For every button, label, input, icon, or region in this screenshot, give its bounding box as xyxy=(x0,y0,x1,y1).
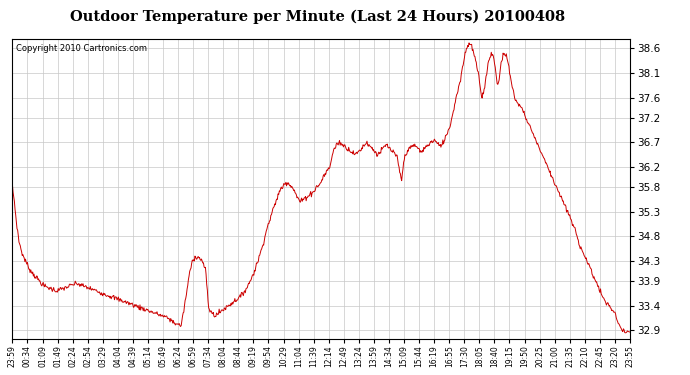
Text: Outdoor Temperature per Minute (Last 24 Hours) 20100408: Outdoor Temperature per Minute (Last 24 … xyxy=(70,9,565,24)
Text: Copyright 2010 Cartronics.com: Copyright 2010 Cartronics.com xyxy=(15,44,146,53)
